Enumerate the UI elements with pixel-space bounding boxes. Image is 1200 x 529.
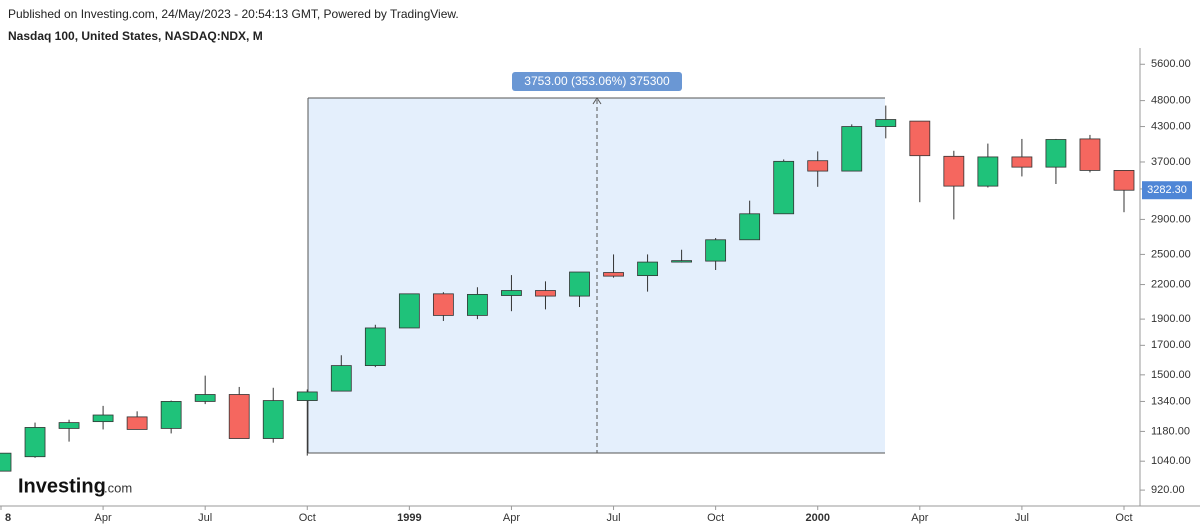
y-tick-label: 1700.00 xyxy=(1151,339,1191,351)
last-price-label: 3282.30 xyxy=(1147,184,1187,196)
y-tick-label: 1900.00 xyxy=(1151,313,1191,325)
candle-body xyxy=(1079,138,1101,171)
y-tick-label: 2500.00 xyxy=(1151,248,1191,260)
logo: Investing xyxy=(18,475,106,497)
x-tick-label: Apr xyxy=(503,512,520,524)
x-tick-label: Oct xyxy=(707,512,724,524)
candle-body xyxy=(977,156,999,187)
x-tick-label: Apr xyxy=(911,512,928,524)
candle-body xyxy=(24,427,46,458)
x-tick-label: Oct xyxy=(299,512,316,524)
logo-suffix: .com xyxy=(104,480,132,495)
candle-body xyxy=(160,401,182,429)
measure-arrow xyxy=(592,97,602,105)
candle-body xyxy=(841,126,863,172)
candle-body xyxy=(603,272,624,277)
x-tick-label: Apr xyxy=(95,512,112,524)
candle-body xyxy=(92,414,114,423)
y-tick-label: 920.00 xyxy=(1151,484,1185,496)
y-tick-label: 2200.00 xyxy=(1151,278,1191,290)
candle-body xyxy=(228,394,250,439)
x-tick-label: Jul xyxy=(607,512,621,524)
x-tick-label: 2000 xyxy=(805,512,829,524)
candle-body xyxy=(773,160,795,215)
candle-body xyxy=(535,290,556,297)
instrument-title: Nasdaq 100, United States, NASDAQ:NDX, M xyxy=(8,29,263,43)
y-tick-label: 1340.00 xyxy=(1151,395,1191,407)
candle-body xyxy=(58,422,80,429)
candle-body xyxy=(501,290,522,296)
candle-body xyxy=(671,260,692,263)
y-tick-label: 3700.00 xyxy=(1151,156,1191,168)
y-tick-label: 1040.00 xyxy=(1151,455,1191,467)
candle-body xyxy=(364,327,386,366)
candle-body xyxy=(943,155,965,187)
candle-body xyxy=(467,293,488,316)
candle-body xyxy=(398,293,420,329)
candle-body xyxy=(432,293,454,316)
candle-body xyxy=(1011,156,1033,168)
candle-body xyxy=(194,394,216,402)
candle-body xyxy=(909,120,931,157)
published-note: Published on Investing.com, 24/May/2023 … xyxy=(8,7,459,21)
annotation: 3753.00 (353.06%) 375300 xyxy=(524,74,670,88)
candle-body xyxy=(1113,170,1135,191)
candle-body xyxy=(1045,139,1067,168)
y-tick-label: 4300.00 xyxy=(1151,120,1191,132)
candle-body xyxy=(296,391,318,401)
y-tick-label: 1500.00 xyxy=(1151,369,1191,381)
last-price-box xyxy=(1142,181,1192,200)
y-tick-label: 2900.00 xyxy=(1151,213,1191,225)
x-tick-label: 8 xyxy=(5,512,11,524)
candle-body xyxy=(739,213,761,241)
candle-body xyxy=(637,261,658,277)
candle-body xyxy=(126,416,148,430)
candle-body xyxy=(705,239,727,262)
y-tick-label: 5600.00 xyxy=(1151,58,1191,70)
candle-body xyxy=(262,400,284,439)
x-tick-label: Jul xyxy=(198,512,212,524)
y-tick-label: 4800.00 xyxy=(1151,95,1191,107)
candle-body xyxy=(807,160,829,172)
candle-body xyxy=(330,365,352,392)
candle-body xyxy=(569,271,590,297)
x-tick-label: 1999 xyxy=(397,512,421,524)
x-tick-label: Jul xyxy=(1015,512,1029,524)
y-tick-label: 1180.00 xyxy=(1151,425,1190,437)
x-tick-label: Oct xyxy=(1115,512,1132,524)
candle-body xyxy=(0,452,12,472)
annotation-box xyxy=(512,72,682,91)
candle-body xyxy=(875,119,897,127)
